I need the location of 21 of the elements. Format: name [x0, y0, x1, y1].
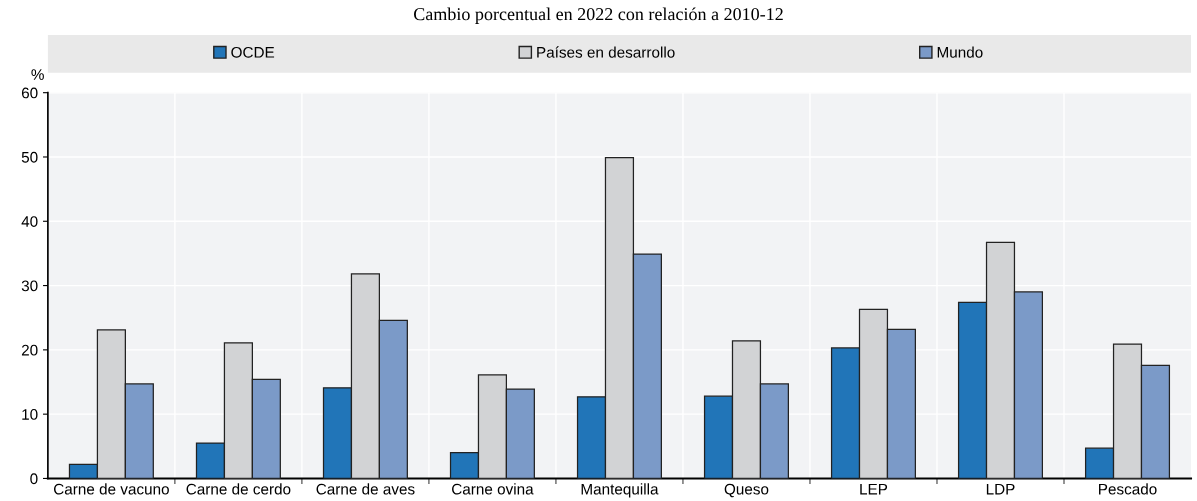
y-axis-title: %	[31, 69, 44, 80]
legend-label: Países en desarrollo	[537, 46, 675, 58]
x-tick-label: Carne ovina	[452, 483, 534, 495]
y-tick-label: 0	[30, 473, 38, 485]
x-tick-label: Mantequilla	[581, 483, 659, 498]
x-tick-label: Pescado	[1099, 483, 1157, 495]
x-tick-label: Queso	[724, 483, 769, 498]
x-tick-label: Carne de vacuno	[53, 483, 169, 495]
x-tick-label: LDP	[986, 483, 1015, 495]
legend-label: OCDE	[231, 46, 275, 58]
y-tick-label: 20	[21, 344, 38, 356]
x-tick-label: Carne de aves	[316, 483, 415, 495]
chart-title: Cambio porcentual en 2022 con relación a 2010-12	[413, 7, 783, 24]
y-tick-label: 50	[21, 151, 38, 163]
x-tick-label: Carne de cerdo	[186, 483, 291, 495]
legend-label: Mundo	[937, 46, 983, 58]
y-tick-label: 40	[21, 216, 38, 227]
x-tick-label: LEP	[860, 483, 888, 495]
y-tick-label: 60	[21, 87, 38, 99]
y-tick-label: 10	[22, 409, 38, 420]
y-tick-label: 30	[21, 280, 38, 292]
